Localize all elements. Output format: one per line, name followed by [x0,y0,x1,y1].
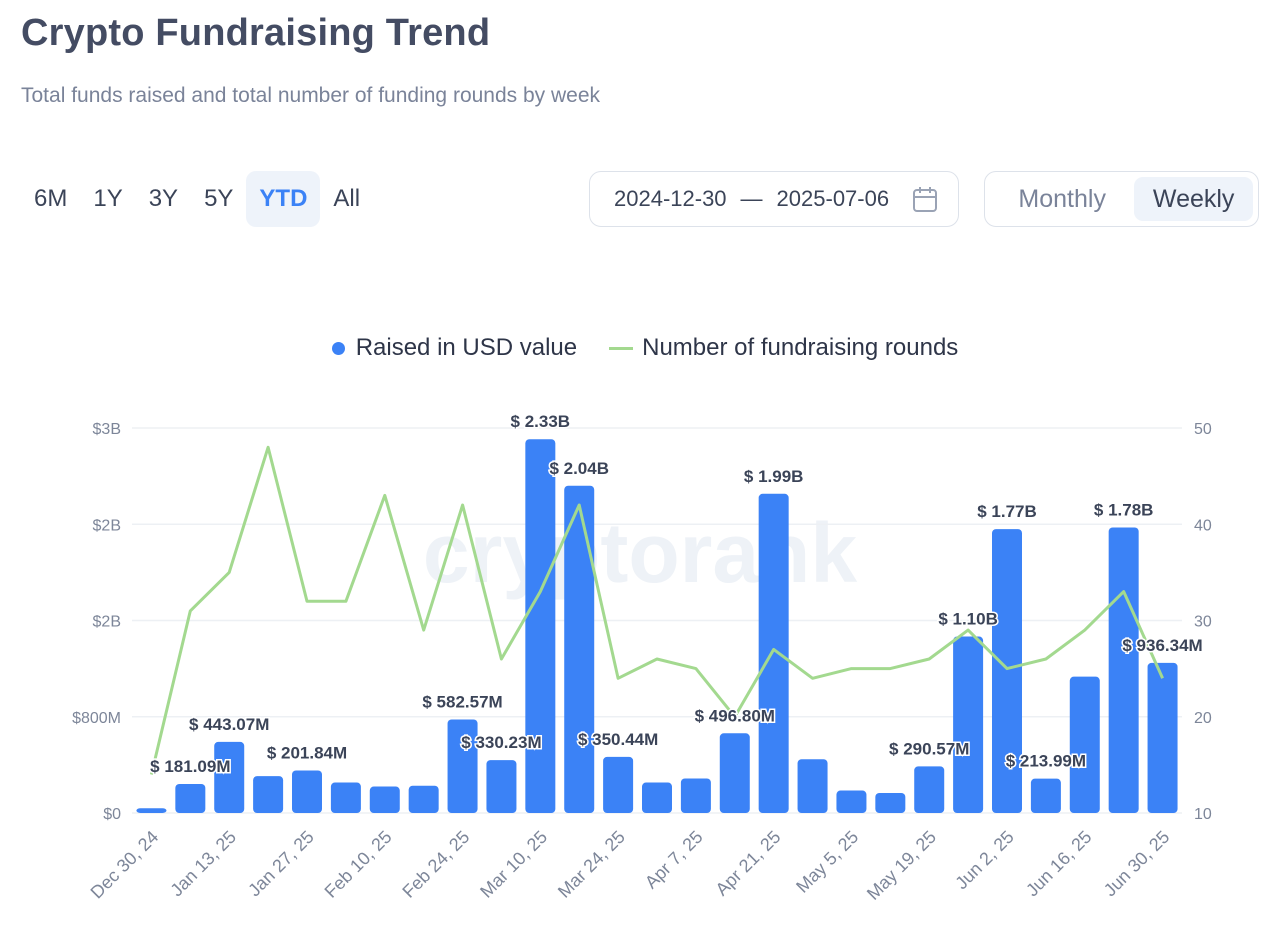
bar-data-label: $ 2.33B [511,412,571,431]
bar-data-label: $ 181.09M [150,757,230,776]
date-end: 2025-07-06 [776,186,890,211]
legend-marker-raised [331,341,345,355]
legend-label-rounds: Number of fundraising rounds [642,334,959,361]
monthly-button[interactable]: Monthly [1018,184,1106,213]
chart-bar [719,733,750,813]
chart-bar [1108,527,1139,813]
bar-data-label: $ 1.99B [744,467,804,486]
y-right-tick-label: 50 [1194,421,1212,438]
chart-bar [642,782,672,813]
x-tick-label: May 19, 25 [863,827,940,904]
x-tick-label: Feb 10, 25 [321,827,396,902]
chart-bar [486,760,517,813]
chart-legend: Raised in USD value Number of fundraisin… [0,334,1280,362]
chart-bar [680,778,711,813]
y-left-tick-label: $800M [72,710,121,727]
x-tick-label: Jun 2, 25 [951,827,1018,894]
bar-data-label: $ 213.99M [1006,752,1086,771]
page-title: Crypto Fundraising Trend [21,12,491,54]
granularity-toggle: Monthly Weekly [984,171,1259,227]
x-tick-label: Apr 7, 25 [641,827,707,893]
chart-bar [369,786,400,813]
chart-bar [175,783,206,813]
range-3y-button[interactable]: 3Y [148,185,179,212]
bar-data-label: $ 1.77B [977,502,1037,521]
chart-bar [953,636,984,813]
x-tick-label: Dec 30, 24 [87,827,163,903]
legend-item-rounds[interactable]: Number of fundraising rounds [609,334,958,362]
chart-bar [758,493,789,813]
rounds-line [149,445,1164,775]
y-left-tick-label: $3B [93,421,121,438]
y-left-tick-label: $2B [93,517,121,534]
chart-bar [408,785,439,813]
bar-data-label: $ 1.10B [938,610,998,629]
page-subtitle: Total funds raised and total number of f… [21,84,601,107]
y-right-tick-label: 40 [1194,517,1212,534]
bar-data-label: $ 496.80M [695,706,775,725]
chart-bar [797,759,828,813]
chart-bar [136,808,167,813]
chart-bar [292,770,322,813]
chart-bar [836,790,867,813]
watermark-text: cryptorank [423,506,857,600]
date-range-picker[interactable]: 2024-12-30 — 2025-07-06 [589,171,959,227]
chart-bar [330,782,361,813]
y-right-tick-label: 20 [1194,710,1212,727]
range-5y-button[interactable]: 5Y [204,185,234,212]
x-tick-label: Feb 24, 25 [398,827,473,902]
bar-data-label: $ 1.78B [1094,500,1154,519]
weekly-button[interactable]: Weekly [1134,177,1253,221]
calendar-icon[interactable] [912,186,938,220]
chart-bar [1030,778,1061,813]
legend-item-raised[interactable]: Raised in USD value [331,334,578,362]
bar-data-label: $ 443.07M [189,715,269,734]
range-ytd-button[interactable]: YTD [246,171,321,227]
bar-data-label: $ 936.34M [1122,636,1202,655]
chart-bar [992,529,1022,813]
chart-bar [1147,662,1178,813]
y-right-tick-label: 10 [1194,806,1212,823]
chart-bar [525,439,556,813]
chart-bar [1069,676,1100,813]
x-tick-label: Mar 24, 25 [554,827,629,902]
chart-bar [253,776,284,813]
range-6m-button[interactable]: 6M [34,185,68,212]
bar-data-label: $ 201.84M [267,743,347,762]
bar-data-label: $ 290.57M [889,739,969,758]
bar-data-label: $ 2.04B [549,459,609,478]
chart-bar [447,719,478,813]
x-tick-label: Jun 16, 25 [1022,827,1096,901]
y-left-tick-label: $2B [93,614,121,631]
legend-marker-rounds [609,346,634,350]
y-right-tick-label: 30 [1194,614,1212,631]
chart-bar [603,756,634,813]
range-1y-button[interactable]: 1Y [93,185,123,212]
x-tick-label: Jan 13, 25 [166,827,240,901]
chart-bar [564,485,595,813]
range-all-button[interactable]: All [333,185,361,212]
date-start: 2024-12-30 [614,186,727,211]
x-tick-label: Jan 27, 25 [244,827,318,901]
x-tick-label: Jun 30, 25 [1100,827,1174,901]
chart-bar [214,741,245,813]
x-tick-label: Apr 21, 25 [712,827,785,900]
bar-data-label: $ 330.23M [461,733,541,752]
chart-bar [914,766,945,813]
legend-label-raised: Raised in USD value [355,334,578,361]
x-tick-label: Mar 10, 25 [476,827,551,902]
time-range-selector: 6M 1Y 3Y 5Y YTD All [21,171,373,227]
date-separator: — [740,186,763,211]
chart-bar [875,792,906,813]
y-left-tick-label: $0 [103,806,121,823]
x-tick-label: May 5, 25 [792,827,862,897]
bar-data-label: $ 582.57M [422,692,502,711]
bar-data-label: $ 350.44M [578,730,658,749]
